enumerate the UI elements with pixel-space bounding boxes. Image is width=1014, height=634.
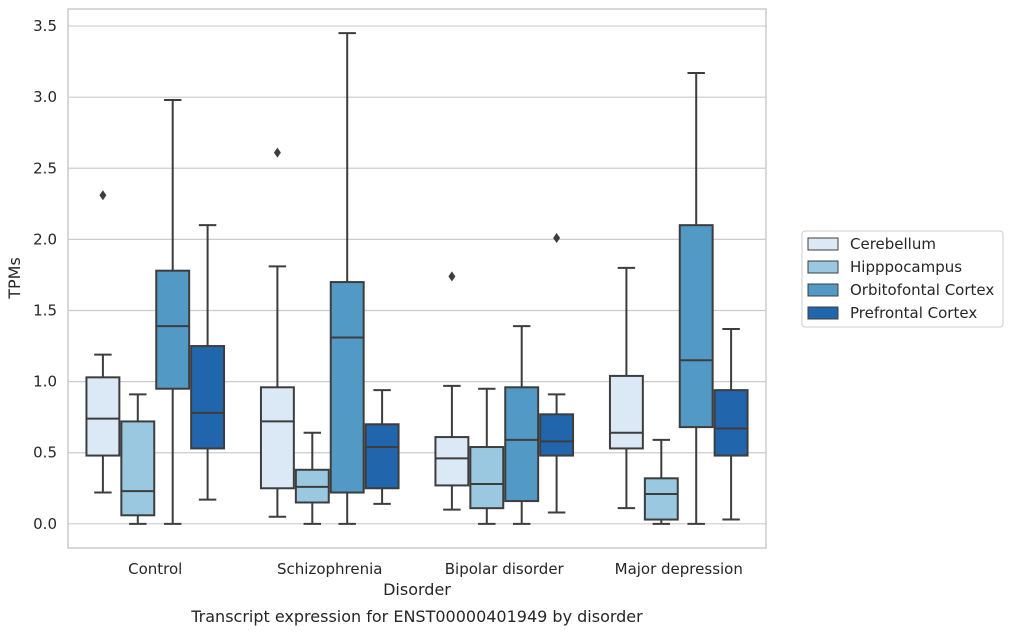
- box-cerebellum-1: [259, 147, 295, 518]
- outlier-marker: [99, 190, 107, 201]
- legend-swatch: [807, 237, 839, 251]
- y-tick-label: 2.0: [33, 230, 57, 248]
- outlier-marker: [273, 147, 281, 158]
- y-tick-label: 0.5: [33, 444, 57, 462]
- plot-frame: [67, 8, 767, 549]
- x-tick-label: Bipolar disorder: [445, 560, 565, 578]
- box-prefrontal-cortex-2: [539, 232, 575, 514]
- y-tick-label: 0.0: [33, 515, 57, 533]
- box-prefrontal-cortex-1: [364, 389, 400, 505]
- box-iqr: [85, 376, 121, 457]
- box-iqr: [155, 269, 191, 390]
- box-iqr: [329, 281, 365, 494]
- box-iqr: [608, 374, 644, 450]
- box-iqr: [190, 345, 226, 450]
- box-iqr: [643, 477, 679, 521]
- box-iqr: [713, 389, 749, 457]
- x-tick-label: Major depression: [615, 560, 743, 578]
- legend-frame: [801, 230, 1004, 328]
- legend-swatch: [807, 306, 839, 320]
- box-hipppocampus-3: [643, 438, 679, 525]
- legend-label: Hipppocampus: [850, 258, 962, 276]
- box-iqr: [469, 446, 505, 510]
- box-orbitofontal-cortex-0: [155, 99, 191, 525]
- y-tick-label: 3.0: [33, 88, 57, 106]
- box-hipppocampus-0: [120, 393, 156, 525]
- y-tick-label: 3.5: [33, 17, 57, 35]
- x-tick-label: Schizophrenia: [277, 560, 382, 578]
- box-iqr: [259, 386, 295, 490]
- x-axis-label: Disorder: [383, 580, 451, 599]
- y-tick-label: 1.5: [33, 301, 57, 319]
- outlier-marker: [448, 271, 456, 282]
- x-axis-ticks: Control Schizophrenia Bipolar disorder Majo…: [128, 560, 743, 578]
- box-iqr: [364, 423, 400, 490]
- box-iqr: [434, 436, 470, 487]
- y-tick-label: 1.0: [33, 373, 57, 391]
- box-cerebellum-2: [434, 271, 470, 511]
- box-iqr: [678, 224, 714, 429]
- outlier-marker: [553, 232, 561, 243]
- legend-swatch: [807, 260, 839, 274]
- box-iqr: [504, 386, 540, 503]
- box-orbitofontal-cortex-1: [329, 32, 365, 525]
- box-layer: [85, 32, 749, 525]
- legend-label: Cerebellum: [850, 235, 936, 253]
- box-hipppocampus-2: [469, 387, 505, 525]
- box-iqr: [539, 413, 575, 457]
- y-axis-label: TPMs: [5, 257, 24, 300]
- legend-swatch: [807, 283, 839, 297]
- chart-caption: Transcript expression for ENST0000040194…: [190, 607, 643, 626]
- box-prefrontal-cortex-3: [713, 327, 749, 521]
- box-iqr: [120, 420, 156, 517]
- box-prefrontal-cortex-0: [190, 224, 226, 501]
- box-hipppocampus-1: [294, 431, 330, 525]
- legend-label: Prefrontal Cortex: [850, 304, 977, 322]
- x-tick-label: Control: [128, 560, 182, 578]
- box-cerebellum-3: [608, 266, 644, 510]
- box-cerebellum-0: [85, 190, 121, 494]
- legend-label: Orbitofontal Cortex: [850, 281, 994, 299]
- box-orbitofontal-cortex-3: [678, 71, 714, 525]
- y-axis-ticks: 0.0 0.5 1.0 1.5 2.0 2.5 3.0 3.5: [33, 17, 57, 533]
- legend: Cerebellum Hipppocampus Orbitofontal Corte…: [801, 230, 1004, 328]
- box-orbitofontal-cortex-2: [504, 325, 540, 525]
- y-tick-label: 2.5: [33, 159, 57, 177]
